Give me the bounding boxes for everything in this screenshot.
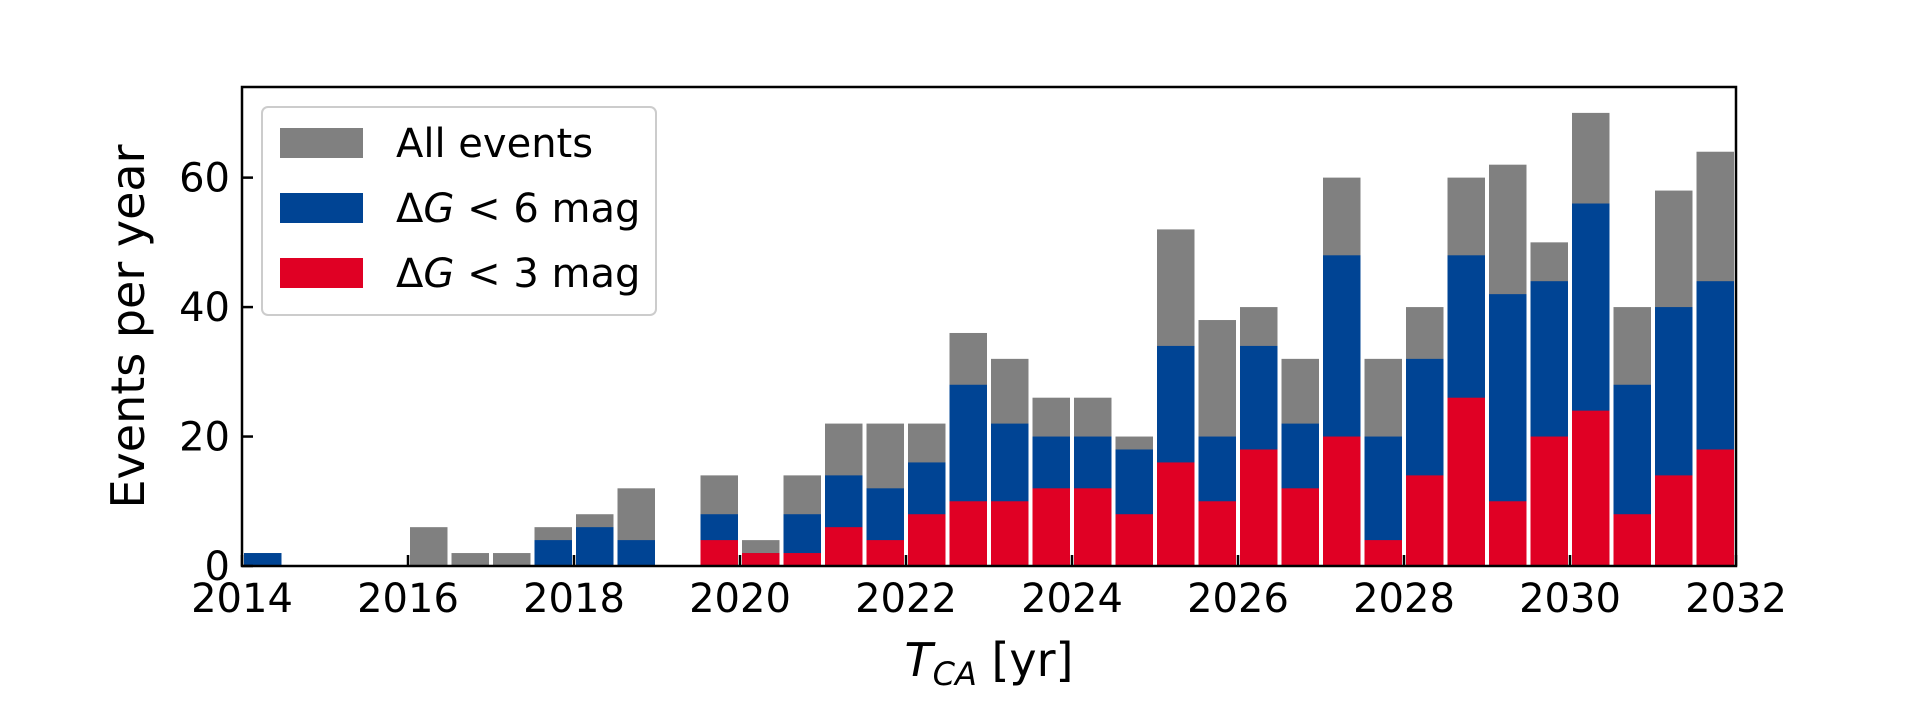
legend-label-dg3: ΔG < 3 mag	[396, 251, 640, 297]
x-tick-label-2020: 2020	[689, 576, 791, 622]
bar-dg6-2018	[576, 527, 614, 566]
plot-frame	[240, 85, 1738, 568]
legend-swatch-dg3	[280, 258, 363, 288]
bar-all-2016.5	[451, 553, 489, 566]
bar-dg3-2025.5	[1198, 501, 1236, 566]
x-tick-label-2028: 2028	[1353, 576, 1455, 622]
x-axis-label-subscript: CA	[933, 655, 977, 693]
bar-dg3-2020	[742, 553, 780, 566]
bar-dg6-2017.5	[534, 540, 572, 566]
x-axis-label-main: T	[905, 633, 937, 687]
bar-dg3-2030	[1572, 410, 1610, 566]
bar-dg3-2028.5	[1447, 397, 1485, 566]
bar-dg3-2024	[1074, 488, 1112, 566]
bar-dg3-2022	[908, 514, 946, 566]
bar-all-2017	[493, 553, 531, 566]
bar-dg3-2021	[825, 527, 863, 566]
x-tick-label-2016: 2016	[357, 576, 459, 622]
bar-dg3-2026.5	[1281, 488, 1319, 566]
y-tick-label-40: 40	[179, 285, 230, 331]
bar-dg3-2024.5	[1115, 514, 1153, 566]
bar-dg3-2023	[991, 501, 1029, 566]
x-tick-label-2030: 2030	[1519, 576, 1621, 622]
legend-entries: All events ΔG < 6 mag ΔG < 3 mag	[280, 121, 640, 297]
x-tick-label-2018: 2018	[523, 576, 625, 622]
bar-dg3-2019.5	[700, 540, 738, 566]
bar-dg3-2022.5	[949, 501, 987, 566]
legend-swatch-all	[280, 128, 363, 158]
x-tick-label-2014: 2014	[191, 576, 293, 622]
x-axis-label-unit: [yr]	[977, 633, 1074, 687]
bar-dg3-2023.5	[1032, 488, 1070, 566]
legend-label-all: All events	[396, 121, 593, 167]
bar-dg3-2031.5	[1696, 449, 1734, 566]
bar-dg3-2026	[1240, 449, 1278, 566]
bar-dg3-2027.5	[1364, 540, 1402, 566]
bar-dg3-2021.5	[866, 540, 904, 566]
bar-dg6-2014	[244, 553, 282, 566]
x-axis-label: TCA [yr]	[905, 633, 1074, 693]
bar-dg3-2020.5	[783, 553, 821, 566]
y-tick-label-0: 0	[205, 544, 230, 590]
x-tick-label-2032: 2032	[1685, 576, 1787, 622]
ticks-layer: 2014 2016 2018 2020 2022 2024 2026 2028 2030 2032…	[179, 156, 1787, 622]
legend-swatch-dg6	[280, 193, 363, 223]
y-tick-label-20: 20	[179, 415, 230, 461]
bar-dg3-2029.5	[1530, 436, 1568, 566]
bar-dg3-2028	[1406, 475, 1444, 566]
legend: All events ΔG < 6 mag ΔG < 3 mag	[261, 106, 657, 316]
bar-all-2016	[410, 527, 448, 566]
x-tick-label-2026: 2026	[1187, 576, 1289, 622]
y-axis-label: Events per year	[101, 144, 155, 508]
bar-dg3-2025	[1157, 462, 1195, 566]
bar-dg6-2018.5	[617, 540, 655, 566]
series-dg3	[700, 397, 1734, 566]
x-tick-label-2024: 2024	[1021, 576, 1123, 622]
bar-dg3-2027	[1323, 436, 1361, 566]
bar-dg3-2031	[1655, 475, 1693, 566]
legend-label-dg6: ΔG < 6 mag	[396, 186, 640, 232]
x-tick-label-2022: 2022	[855, 576, 957, 622]
y-tick-label-60: 60	[179, 156, 230, 202]
bar-dg3-2030.5	[1613, 514, 1651, 566]
bar-dg3-2029	[1489, 501, 1527, 566]
bars-layer	[244, 112, 1734, 567]
